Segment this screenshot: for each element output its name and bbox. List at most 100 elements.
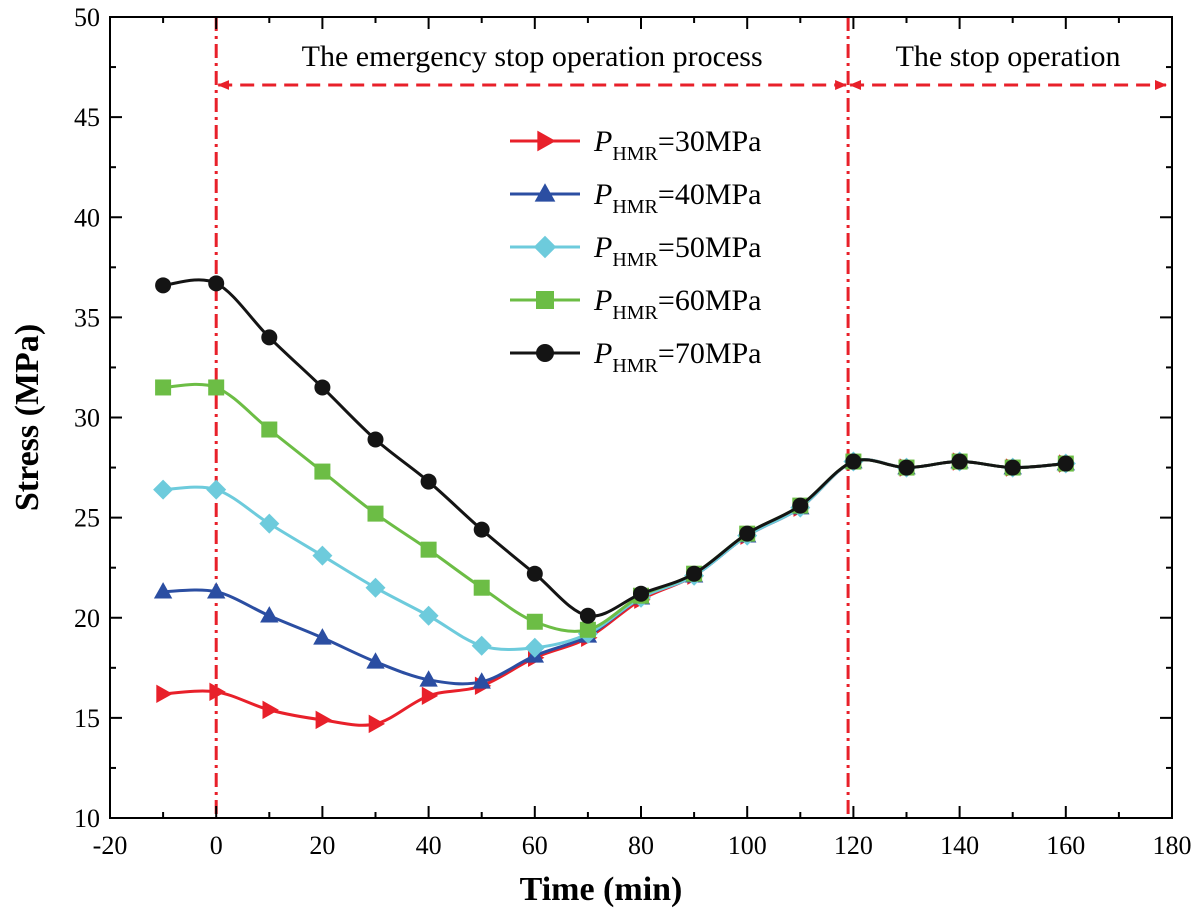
- y-axis-title: Stress (MPa): [9, 324, 46, 511]
- data-point: [471, 635, 492, 656]
- data-point: [155, 379, 172, 396]
- data-point: [261, 329, 278, 346]
- series-line: [163, 458, 1066, 686]
- legend-entry: PHMR=70MPa: [510, 337, 762, 377]
- legend-label: PHMR=40MPa: [593, 178, 762, 218]
- data-point: [739, 525, 756, 542]
- series-circle: [155, 275, 1074, 624]
- legend-entry: PHMR=30MPa: [510, 125, 762, 165]
- data-point: [419, 670, 438, 687]
- x-tick-label: 40: [416, 831, 442, 860]
- legend-marker: [537, 130, 556, 152]
- data-point: [153, 479, 174, 500]
- legend-marker: [536, 344, 554, 362]
- data-point: [898, 459, 915, 476]
- data-point: [156, 684, 173, 704]
- legend-subscript: HMR: [612, 355, 658, 377]
- series-square: [155, 379, 1074, 638]
- region-label: The stop operation: [896, 40, 1121, 73]
- x-axis-title: Time (min): [520, 871, 683, 908]
- x-tick-label: 20: [309, 831, 335, 860]
- data-point: [366, 652, 385, 669]
- y-tick-label: 25: [74, 504, 100, 533]
- data-point: [1004, 459, 1021, 476]
- y-tick-label: 40: [74, 203, 100, 232]
- data-point: [315, 710, 332, 730]
- series-line: [162, 278, 1066, 618]
- data-point: [526, 565, 543, 582]
- plot-area: The emergency stop operation process The …: [153, 17, 1167, 818]
- legend-label: PHMR=60MPa: [593, 284, 762, 324]
- data-point: [261, 421, 278, 438]
- legend-symbol: P: [593, 125, 612, 158]
- data-point: [313, 628, 332, 645]
- data-point: [418, 605, 439, 626]
- data-point: [260, 606, 279, 623]
- legend-label: PHMR=50MPa: [593, 231, 762, 271]
- data-point: [579, 607, 596, 624]
- axes: -20 0 20 40 60 80 100 120 140 160 180 10 15 20 25 30 35 4…: [9, 3, 1192, 908]
- data-point: [421, 686, 439, 706]
- x-tick-label: 120: [834, 831, 873, 860]
- series-line: [163, 458, 1066, 652]
- data-point: [845, 453, 862, 470]
- data-point: [208, 379, 225, 396]
- data-point: [259, 513, 280, 534]
- legend-subscript: HMR: [612, 302, 658, 324]
- data-point: [206, 479, 227, 500]
- legend-symbol: P: [593, 284, 612, 317]
- legend-value: =60MPa: [658, 284, 762, 317]
- legend-value: =40MPa: [658, 178, 762, 211]
- data-point: [524, 637, 545, 658]
- data-point: [155, 277, 172, 294]
- series-diamond: [153, 451, 1076, 658]
- y-tick-label: 50: [74, 3, 100, 32]
- legend-value: =50MPa: [658, 231, 762, 264]
- legend-symbol: P: [593, 231, 612, 264]
- data-point: [262, 700, 279, 720]
- x-tick-label: 140: [940, 831, 979, 860]
- data-point: [209, 682, 226, 702]
- legend-subscript: HMR: [612, 143, 658, 165]
- series-triangle-right: [156, 452, 1076, 734]
- legend-marker: [536, 291, 554, 309]
- data-point: [1057, 455, 1074, 472]
- data-point: [686, 565, 703, 582]
- y-tick-label: 35: [74, 303, 100, 332]
- x-tick-label: -20: [93, 831, 128, 860]
- x-tick-label: 80: [628, 831, 654, 860]
- data-point: [367, 505, 384, 522]
- data-point: [365, 577, 386, 598]
- legend-marker: [533, 235, 557, 259]
- series-triangle-up: [153, 451, 1075, 689]
- legend-value: =70MPa: [658, 337, 762, 370]
- data-point: [314, 379, 331, 396]
- legend-subscript: HMR: [612, 196, 658, 218]
- data-point: [526, 613, 543, 630]
- data-point: [472, 672, 491, 689]
- series-line: [163, 458, 1066, 727]
- data-point: [473, 579, 490, 596]
- legend: PHMR=30MPaPHMR=40MPaPHMR=50MPaPHMR=60MPa…: [510, 125, 762, 377]
- legend-label: PHMR=70MPa: [593, 337, 762, 377]
- legend-value: =30MPa: [658, 125, 762, 158]
- x-tick-label: 180: [1153, 831, 1192, 860]
- series-line: [163, 382, 1066, 633]
- x-tick-label: 160: [1046, 831, 1085, 860]
- y-tick-label: 20: [74, 604, 100, 633]
- legend-subscript: HMR: [612, 249, 658, 271]
- legend-symbol: P: [593, 178, 612, 211]
- y-tick-label: 45: [74, 103, 100, 132]
- data-point: [367, 431, 384, 448]
- data-point: [314, 463, 331, 480]
- x-tick-label: 60: [522, 831, 548, 860]
- data-point: [633, 585, 649, 602]
- legend-entry: PHMR=60MPa: [510, 284, 762, 324]
- legend-marker: [534, 183, 556, 202]
- y-tick-label: 10: [74, 804, 100, 833]
- data-point: [153, 582, 173, 599]
- data-point: [420, 541, 437, 558]
- data-point: [473, 521, 490, 538]
- legend-label: PHMR=30MPa: [593, 125, 762, 165]
